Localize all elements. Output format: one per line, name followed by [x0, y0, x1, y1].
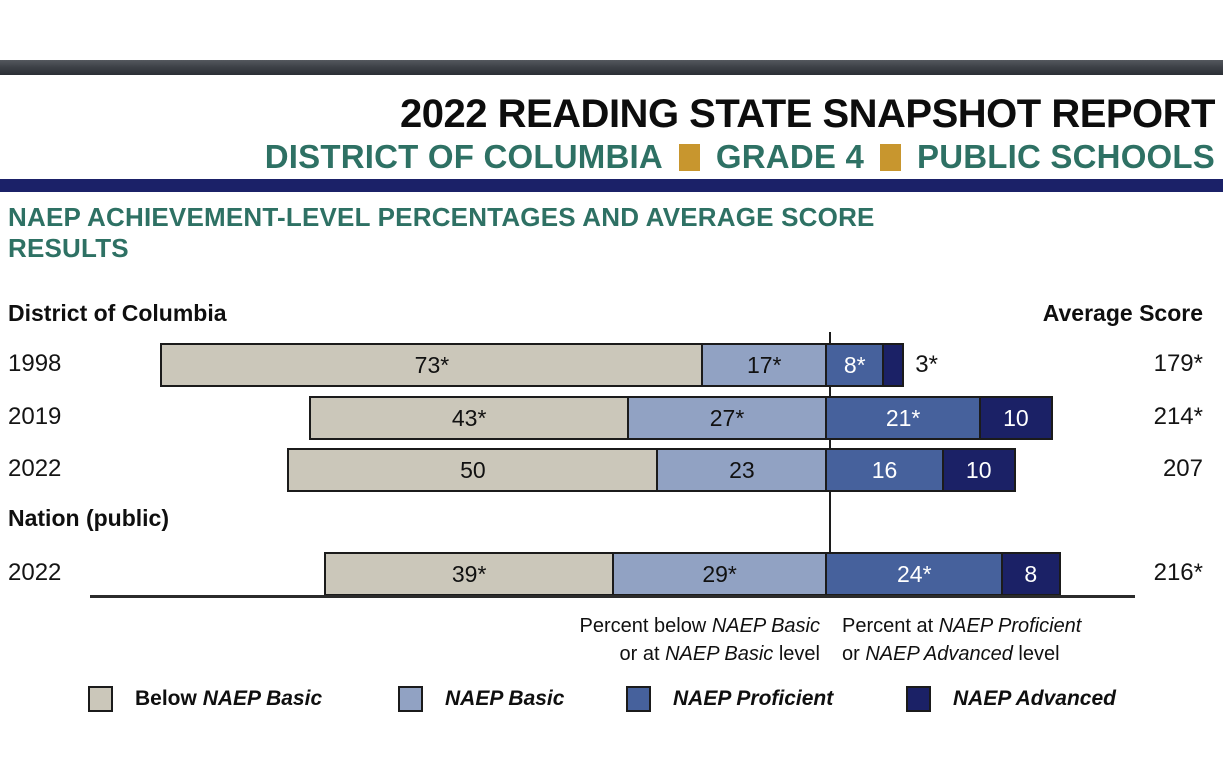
average-score-value: 214*	[1153, 403, 1203, 430]
chart-baseline	[90, 595, 1135, 598]
legend-swatch-icon	[626, 686, 651, 712]
gold-square-separator-icon	[880, 143, 902, 171]
bar-segment: 8	[1001, 552, 1061, 596]
bar-segment	[881, 343, 905, 387]
annotation-left-line2: or at NAEP Basic level	[619, 643, 820, 665]
legend-item: NAEP Advanced	[906, 686, 1116, 712]
annotation-proficient-advanced: Percent at NAEP Proficient or NAEP Advan…	[842, 612, 1081, 668]
bar-segment: 23	[656, 448, 828, 492]
navy-divider-rule	[0, 179, 1223, 192]
bar-segment: 10	[941, 448, 1016, 492]
annotation-right-line2: or NAEP Advanced level	[842, 643, 1060, 665]
bar-segment: 21*	[824, 396, 982, 440]
bar-segment: 43*	[309, 396, 630, 440]
bar-segment: 17*	[701, 343, 828, 387]
group-header-district-of-columbia: District of Columbia	[8, 300, 227, 326]
annotation-left-line1: Percent below NAEP Basic	[579, 615, 820, 637]
subtitle-jurisdiction: DISTRICT OF COLUMBIA	[264, 138, 663, 175]
legend-label: NAEP Proficient	[673, 687, 834, 710]
bar-segment: 24*	[824, 552, 1004, 596]
row-year-label: 2022	[8, 455, 62, 482]
window-chrome-bar	[0, 60, 1223, 75]
bar-segment: 50	[286, 448, 659, 492]
legend-label: NAEP Advanced	[953, 687, 1116, 710]
average-score-value: 179*	[1153, 350, 1203, 377]
section-heading-line2: RESULTS	[8, 232, 129, 263]
bar-segment: 29*	[611, 552, 828, 596]
subtitle-school-type: PUBLIC SCHOOLS	[917, 138, 1215, 175]
legend-label: NAEP Basic	[445, 687, 565, 710]
bar-segment-outside-label: 3*	[915, 351, 938, 378]
subtitle-grade: GRADE 4	[715, 138, 865, 175]
legend-item: Below NAEP Basic	[88, 686, 322, 712]
legend-label: Below NAEP Basic	[135, 687, 323, 710]
annotation-right-line1: Percent at NAEP Proficient	[842, 615, 1082, 637]
bar-segment: 39*	[324, 552, 615, 596]
stacked-bar-row: 43* 27* 21* 10	[309, 396, 1054, 440]
legend-swatch-icon	[398, 686, 423, 712]
legend-item: NAEP Basic	[398, 686, 564, 712]
legend-swatch-icon	[88, 686, 113, 712]
stacked-bar-row: 39* 29* 24* 8	[324, 552, 1061, 596]
average-score-value: 216*	[1153, 559, 1203, 586]
report-title: 2022 READING STATE SNAPSHOT REPORT	[400, 92, 1216, 136]
section-heading: NAEP ACHIEVEMENT-LEVEL PERCENTAGES AND A…	[8, 202, 875, 263]
bar-segment: 16	[824, 448, 945, 492]
legend-item: NAEP Proficient	[626, 686, 833, 712]
row-year-label: 2019	[8, 403, 62, 430]
bar-segment: 10	[978, 396, 1054, 440]
bar-segment: 27*	[626, 396, 828, 440]
average-score-header: Average Score	[1042, 300, 1203, 326]
bar-segment: 73*	[160, 343, 704, 387]
stacked-bar-row: 73* 17* 8* 3*	[160, 343, 938, 387]
gold-square-separator-icon	[678, 143, 700, 171]
annotation-below-basic: Percent below NAEP Basic or at NAEP Basi…	[580, 612, 820, 668]
stacked-bar-row: 50 23 16 10	[286, 448, 1016, 492]
average-score-value: 207	[1162, 455, 1203, 482]
section-heading-line1: NAEP ACHIEVEMENT-LEVEL PERCENTAGES AND A…	[8, 202, 875, 232]
group-header-nation-public: Nation (public)	[8, 505, 169, 531]
row-year-label: 2022	[8, 559, 62, 586]
row-year-label: 1998	[8, 350, 62, 377]
legend-swatch-icon	[906, 686, 931, 712]
bar-segment: 8*	[824, 343, 885, 387]
report-subtitle: DISTRICT OF COLUMBIA GRADE 4 PUBLIC SCHO…	[265, 138, 1215, 176]
